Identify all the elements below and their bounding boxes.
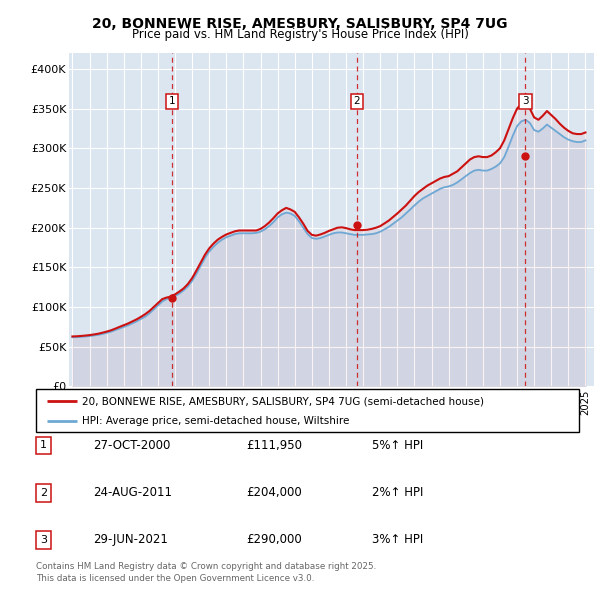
Text: 20, BONNEWE RISE, AMESBURY, SALISBURY, SP4 7UG (semi-detached house): 20, BONNEWE RISE, AMESBURY, SALISBURY, S… bbox=[82, 396, 484, 407]
Text: £290,000: £290,000 bbox=[246, 533, 302, 546]
Text: £111,950: £111,950 bbox=[246, 439, 302, 452]
Text: 2: 2 bbox=[353, 96, 360, 106]
Text: 1: 1 bbox=[40, 441, 47, 450]
Text: 5%↑ HPI: 5%↑ HPI bbox=[372, 439, 423, 452]
Text: 27-OCT-2000: 27-OCT-2000 bbox=[93, 439, 170, 452]
Text: HPI: Average price, semi-detached house, Wiltshire: HPI: Average price, semi-detached house,… bbox=[82, 417, 350, 426]
Text: 20, BONNEWE RISE, AMESBURY, SALISBURY, SP4 7UG: 20, BONNEWE RISE, AMESBURY, SALISBURY, S… bbox=[92, 17, 508, 31]
Text: 1: 1 bbox=[169, 96, 175, 106]
Text: 3: 3 bbox=[522, 96, 529, 106]
Text: £204,000: £204,000 bbox=[246, 486, 302, 499]
Text: 24-AUG-2011: 24-AUG-2011 bbox=[93, 486, 172, 499]
Text: 2%↑ HPI: 2%↑ HPI bbox=[372, 486, 424, 499]
Text: 3: 3 bbox=[40, 535, 47, 545]
Text: 2: 2 bbox=[40, 488, 47, 497]
Text: 29-JUN-2021: 29-JUN-2021 bbox=[93, 533, 168, 546]
Text: Contains HM Land Registry data © Crown copyright and database right 2025.
This d: Contains HM Land Registry data © Crown c… bbox=[36, 562, 376, 583]
Text: 3%↑ HPI: 3%↑ HPI bbox=[372, 533, 423, 546]
Text: Price paid vs. HM Land Registry's House Price Index (HPI): Price paid vs. HM Land Registry's House … bbox=[131, 28, 469, 41]
